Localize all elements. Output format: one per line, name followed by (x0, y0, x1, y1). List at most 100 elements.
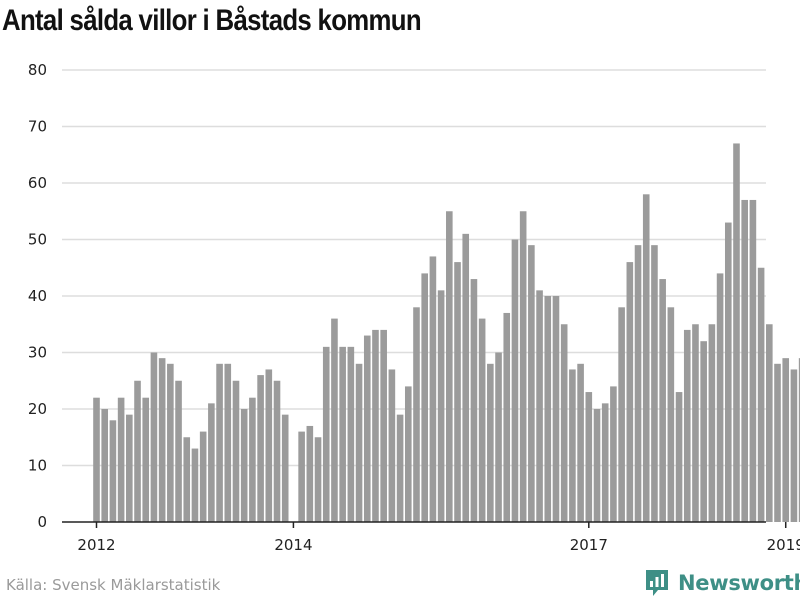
bar (388, 369, 396, 522)
bar (117, 397, 125, 522)
bar (281, 414, 289, 522)
bar (692, 324, 699, 522)
y-tick-label: 20 (28, 400, 47, 418)
bar (552, 296, 560, 522)
bar (347, 346, 355, 522)
bar (610, 386, 617, 522)
x-tick-label: 2019 (767, 536, 800, 554)
bar (396, 414, 404, 522)
bar (462, 233, 470, 522)
bar (511, 239, 519, 522)
bar (150, 352, 158, 522)
bar (774, 363, 781, 522)
y-tick-label: 0 (37, 513, 47, 531)
bar (265, 369, 273, 522)
bar (560, 324, 568, 522)
source-note: Källa: Svensk Mäklarstatistik (6, 576, 221, 594)
bar (642, 194, 650, 523)
bar (437, 290, 445, 522)
bar (675, 392, 683, 522)
bar (208, 403, 215, 522)
bar (109, 420, 117, 522)
bar (749, 199, 757, 522)
bar (126, 414, 133, 522)
bar (683, 329, 691, 522)
y-tick-label: 80 (28, 61, 47, 79)
bar (183, 437, 191, 522)
bar (273, 380, 281, 522)
bar (519, 211, 527, 522)
bar (331, 318, 338, 522)
bar (199, 431, 207, 522)
bar (528, 245, 535, 522)
y-tick-label: 60 (28, 174, 47, 192)
bar (363, 335, 371, 522)
bar (667, 307, 675, 522)
bar (798, 358, 800, 522)
y-tick-label: 50 (28, 231, 47, 249)
bar (224, 363, 232, 522)
bar (339, 346, 346, 522)
bar (454, 262, 461, 522)
bar (495, 352, 502, 522)
bar (536, 290, 543, 522)
bar (708, 324, 716, 522)
newsworthy-brand[interactable]: Newsworthy (644, 568, 800, 598)
chart-title: Antal sålda villor i Båstads kommun (2, 4, 422, 37)
bar (167, 363, 174, 522)
bar (372, 329, 379, 522)
bar (101, 409, 109, 522)
bar (298, 431, 305, 522)
bar (757, 267, 765, 522)
bar (577, 363, 584, 522)
bar (618, 307, 625, 522)
y-tick-label: 30 (28, 344, 47, 362)
bar (733, 143, 740, 522)
x-tick-label: 2017 (570, 536, 608, 554)
bar (93, 397, 100, 522)
bar (716, 273, 724, 522)
bar (413, 307, 420, 522)
bar (257, 375, 264, 522)
bar (626, 262, 634, 522)
bar (404, 386, 412, 522)
bar (569, 369, 576, 522)
bar (446, 211, 453, 522)
y-tick-label: 10 (28, 457, 47, 475)
bar (544, 296, 552, 522)
bar (634, 245, 642, 522)
bar (421, 273, 428, 522)
bar (142, 397, 150, 522)
bar (240, 409, 248, 522)
bar (766, 324, 773, 522)
bar (585, 392, 593, 522)
bar (134, 380, 141, 522)
bar (593, 409, 601, 522)
brand-name: Newsworthy (678, 571, 800, 595)
bar (659, 279, 666, 522)
newsworthy-logo-icon (646, 570, 668, 596)
bar (314, 437, 322, 522)
x-tick-label: 2014 (274, 536, 312, 554)
bar (478, 318, 486, 522)
bar (232, 380, 240, 522)
bar (651, 245, 658, 522)
bar (216, 363, 223, 522)
bar (790, 369, 798, 522)
bar (175, 380, 182, 522)
y-tick-label: 40 (28, 287, 47, 305)
bar (380, 329, 387, 522)
bar (191, 448, 199, 522)
bar (741, 199, 748, 522)
bar (429, 256, 437, 522)
bar (724, 222, 732, 523)
bar (470, 279, 478, 522)
y-tick-label: 70 (28, 118, 47, 136)
bar (249, 397, 256, 522)
bar (700, 341, 707, 522)
x-tick-label: 2012 (77, 536, 115, 554)
bar (158, 358, 166, 522)
bar (601, 403, 609, 522)
bar (782, 358, 790, 522)
